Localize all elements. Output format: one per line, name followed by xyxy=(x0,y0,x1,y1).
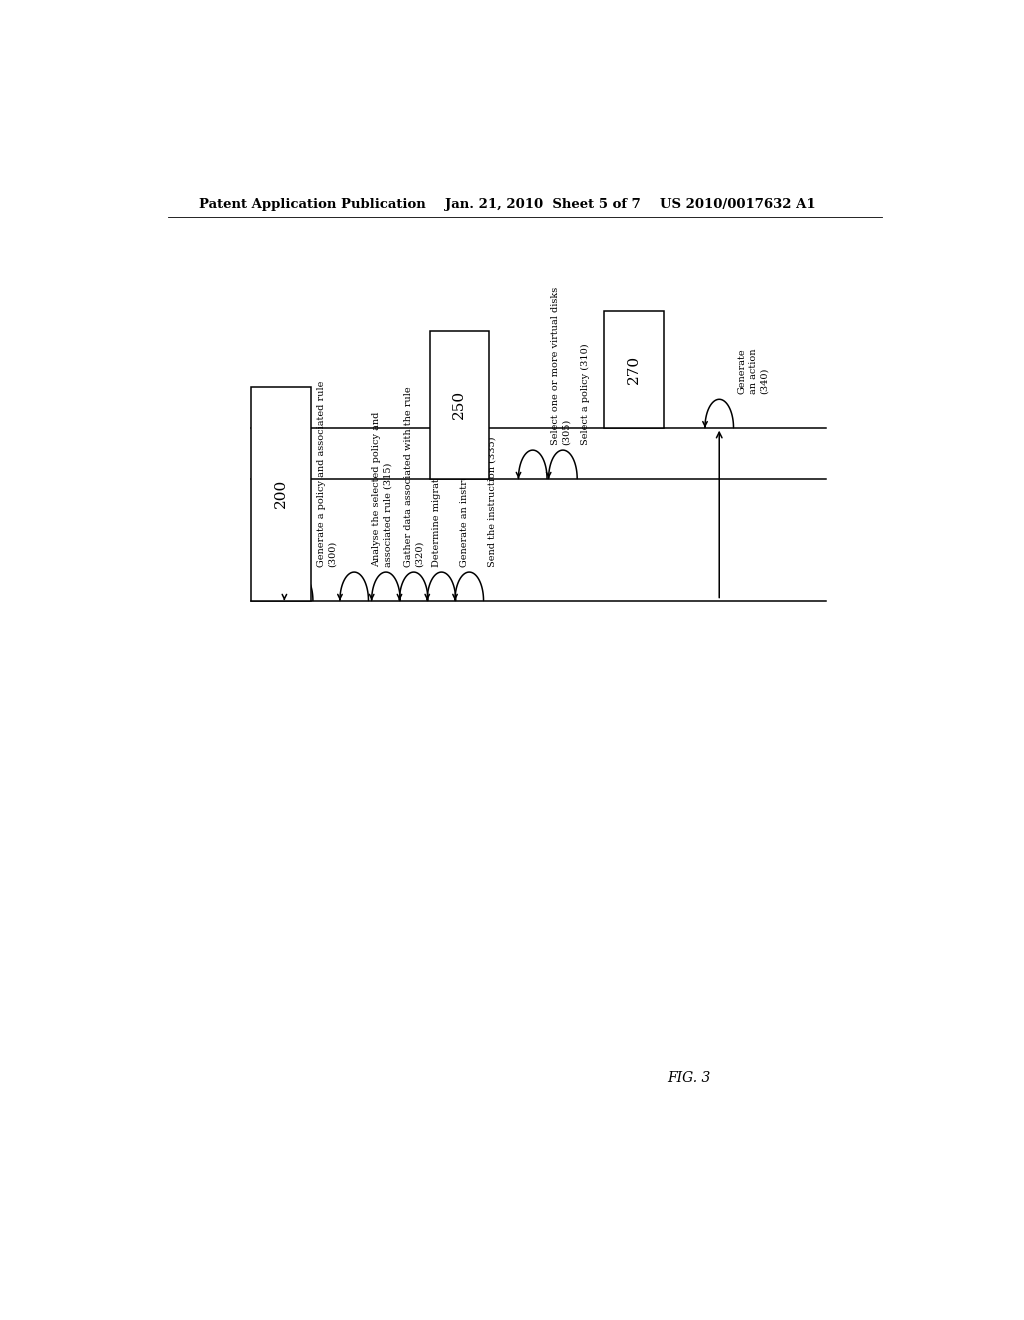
Text: FIG. 3: FIG. 3 xyxy=(668,1072,711,1085)
Text: US 2010/0017632 A1: US 2010/0017632 A1 xyxy=(659,198,815,211)
Text: Gather data associated with the rule
(320): Gather data associated with the rule (32… xyxy=(404,387,424,568)
Text: Send the instruction (335): Send the instruction (335) xyxy=(487,437,497,568)
Bar xyxy=(604,312,664,428)
Text: Generate
an action
(340): Generate an action (340) xyxy=(737,348,769,395)
Text: Generate an instruction (330): Generate an instruction (330) xyxy=(460,420,469,568)
Text: 200: 200 xyxy=(273,479,288,508)
Bar xyxy=(251,387,310,601)
Text: Determine migration data (325): Determine migration data (325) xyxy=(432,409,441,568)
Bar xyxy=(430,331,489,479)
Text: Patent Application Publication: Patent Application Publication xyxy=(200,198,426,211)
Text: 270: 270 xyxy=(627,355,641,384)
Text: Jan. 21, 2010  Sheet 5 of 7: Jan. 21, 2010 Sheet 5 of 7 xyxy=(445,198,641,211)
Text: Select a policy (310): Select a policy (310) xyxy=(582,343,590,445)
Text: Generate a policy and associated rule
(300): Generate a policy and associated rule (3… xyxy=(316,380,337,568)
Text: 250: 250 xyxy=(453,391,466,420)
Text: Analyse the selected policy and
associated rule (315): Analyse the selected policy and associat… xyxy=(373,412,392,568)
Text: Select one or more virtual disks
(305): Select one or more virtual disks (305) xyxy=(551,286,571,445)
